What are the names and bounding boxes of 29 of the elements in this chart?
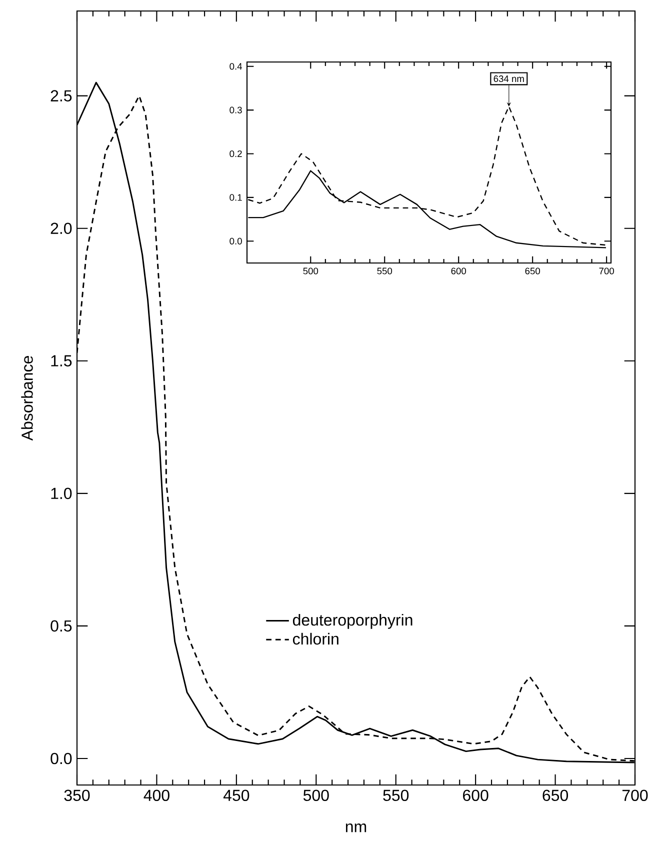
x-tick-label: 550 — [383, 790, 409, 802]
y-tick-label: 0.0 — [50, 752, 72, 764]
x-tick-label: 600 — [451, 268, 466, 274]
y-tick-label: 0.1 — [230, 194, 242, 201]
x-tick-label: 700 — [622, 790, 648, 802]
y-axis-title: Absorbance — [21, 356, 33, 441]
x-tick-label: 650 — [542, 790, 568, 802]
y-tick-label: 2.0 — [50, 222, 72, 234]
y-tick-label: 2.5 — [50, 90, 72, 102]
x-tick-label: 450 — [223, 790, 250, 802]
annotation: 634 nm — [494, 75, 524, 82]
y-tick-label: 0.0 — [230, 238, 242, 244]
y-tick-label: 1.5 — [51, 355, 72, 366]
x-tick-label: 350 — [64, 790, 90, 802]
x-tick-label: 500 — [303, 268, 318, 274]
legend-label: deuteroporphyrin — [292, 614, 412, 629]
x-tick-label: 400 — [144, 790, 170, 802]
y-tick-label: 0.5 — [50, 620, 72, 632]
y-tick-label: 0.4 — [230, 63, 242, 70]
x-tick-label: 650 — [525, 268, 540, 274]
legend-label: chlorin — [292, 632, 338, 645]
x-tick-label: 500 — [303, 790, 329, 802]
x-tick-label: 550 — [377, 268, 392, 274]
y-tick-label: 0.3 — [230, 106, 242, 114]
x-tick-label: 700 — [599, 268, 614, 274]
y-tick-label: 0.2 — [230, 150, 242, 158]
y-tick-label: 1.0 — [51, 488, 72, 500]
x-axis-title: nm — [346, 824, 366, 832]
x-tick-label: 600 — [463, 790, 488, 802]
